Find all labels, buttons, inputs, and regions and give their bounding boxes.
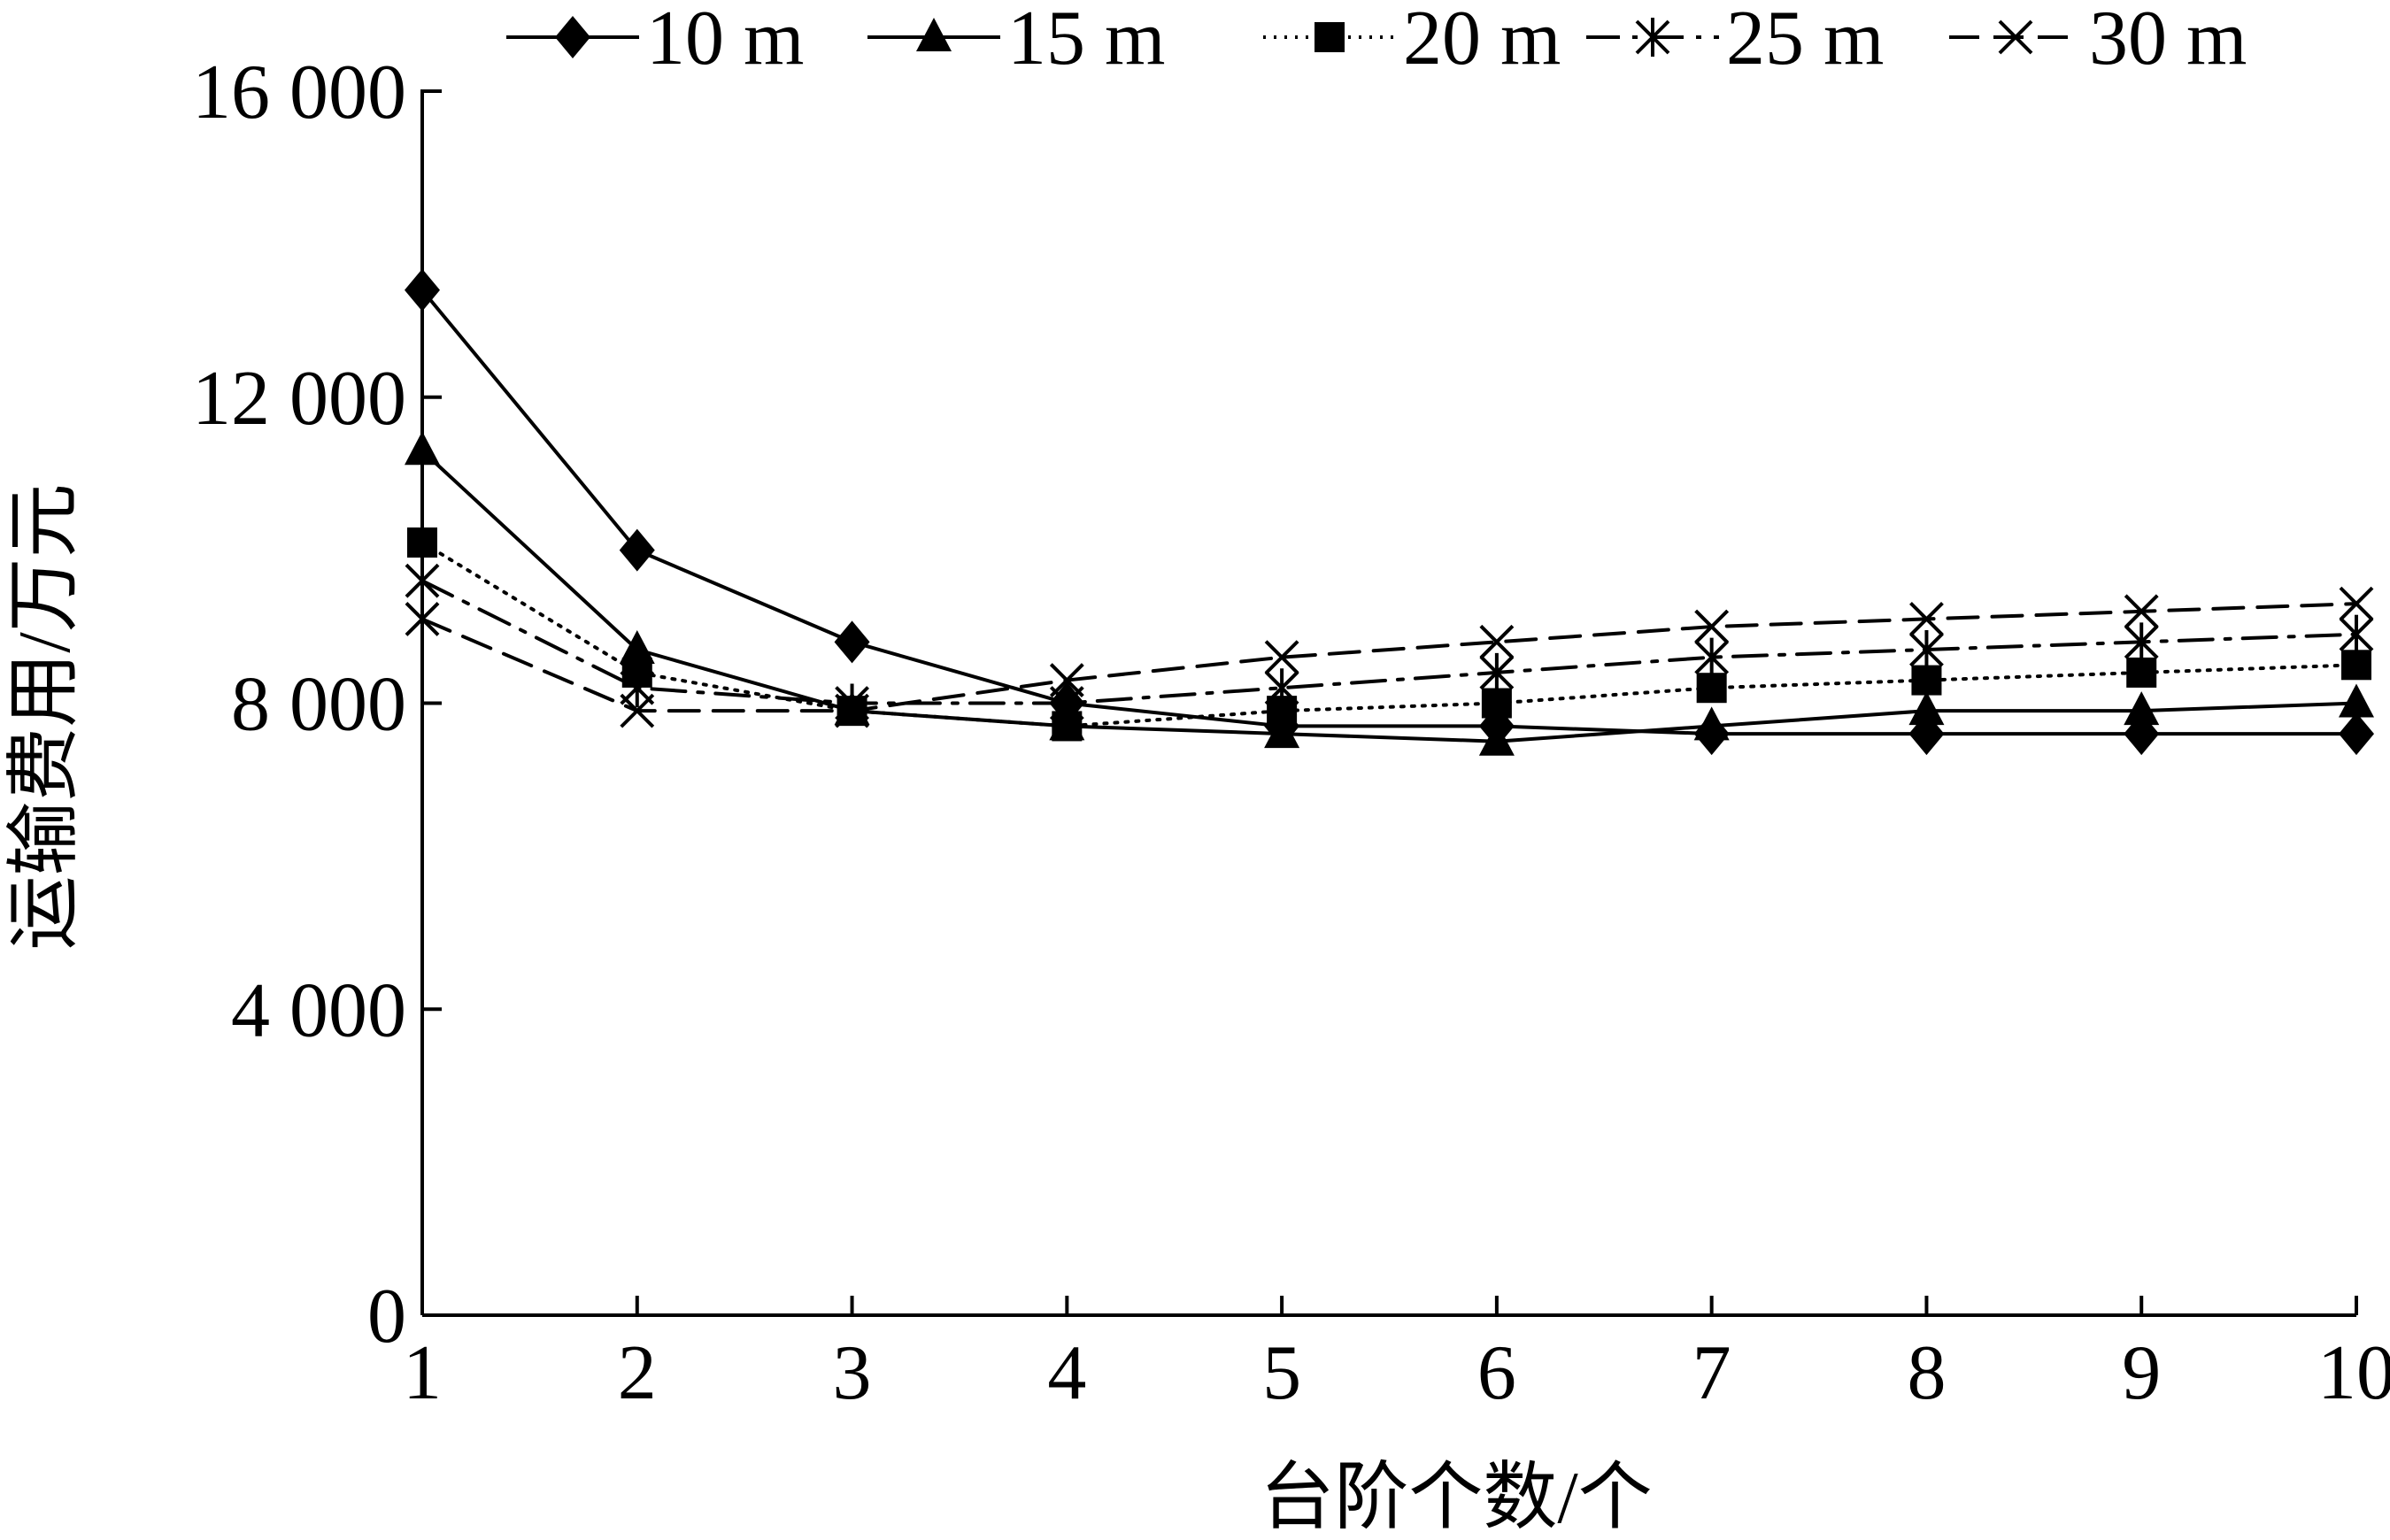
series-5-point xyxy=(2339,586,2374,621)
series-2-point xyxy=(2339,683,2374,718)
x-tick-label: 8 xyxy=(1907,1330,1946,1416)
series-3-point xyxy=(407,527,437,558)
series-2-point xyxy=(1264,714,1300,749)
series-3-point xyxy=(2341,650,2371,681)
series-5-point xyxy=(405,602,440,636)
series-5-point xyxy=(1049,663,1084,697)
legend-marker xyxy=(555,16,590,58)
legend-marker xyxy=(1635,18,1670,57)
y-tick-label: 0 xyxy=(367,1274,406,1359)
series-line-4 xyxy=(420,579,2358,705)
y-tick-label: 4 000 xyxy=(231,967,406,1053)
series-1-point xyxy=(834,620,870,664)
series-2-point xyxy=(1908,691,1945,726)
series-3-point xyxy=(1481,688,1512,719)
x-tick-label: 1 xyxy=(403,1330,442,1416)
series-3-point xyxy=(2126,657,2157,688)
y-tick-label: 8 000 xyxy=(231,662,406,748)
legend-marker xyxy=(1998,19,2033,55)
legend-marker xyxy=(1314,22,1345,52)
series-4-point xyxy=(405,561,440,601)
legend-label: 30 m xyxy=(2089,0,2247,81)
legend-label: 10 m xyxy=(646,0,804,81)
y-axis-label: 运输费用/万元 xyxy=(4,483,86,950)
series-4-point xyxy=(1264,668,1299,708)
series-lines-layer xyxy=(420,288,2358,743)
x-tick-label: 2 xyxy=(618,1330,657,1416)
series-4-point xyxy=(835,683,869,723)
series-4-point xyxy=(2339,614,2374,654)
series-5-point xyxy=(835,693,869,728)
series-4-point xyxy=(1694,637,1730,677)
series-line-2 xyxy=(420,449,2358,743)
x-tick-label: 4 xyxy=(1047,1330,1086,1416)
legend-label: 15 m xyxy=(1007,0,1165,81)
series-2-point xyxy=(405,431,440,466)
x-tick-label: 9 xyxy=(2122,1330,2161,1416)
series-4-point xyxy=(1479,652,1515,692)
x-tick-label: 3 xyxy=(833,1330,872,1416)
series-2-point xyxy=(2124,691,2160,726)
series-1-point xyxy=(2339,712,2374,756)
x-tick-label: 5 xyxy=(1262,1330,1301,1416)
series-5-point xyxy=(1694,609,1730,644)
axes-layer: 0 4 000 8 000 12 000 16 000 1 2 3 4 5 6 7 8 9 10 xyxy=(192,50,2390,1416)
series-1-point xyxy=(619,528,655,572)
series-1-point xyxy=(405,268,440,312)
series-5-point xyxy=(620,693,655,728)
y-tick-label: 12 000 xyxy=(192,356,406,442)
series-5-point xyxy=(1264,640,1299,675)
y-tick-label: 16 000 xyxy=(192,50,406,135)
x-tick-label: 7 xyxy=(1692,1330,1731,1416)
series-markers-layer xyxy=(405,268,2374,756)
series-line-1 xyxy=(420,288,2358,736)
series-line-5 xyxy=(420,602,2358,713)
x-tick-label: 6 xyxy=(1477,1330,1516,1416)
series-4-point xyxy=(2124,622,2159,662)
series-5-point xyxy=(1479,624,1515,659)
x-axis-label: 台阶个数/个 xyxy=(1260,1457,1652,1539)
legend: 10 m 15 m 20 m 25 m 30 m xyxy=(506,0,2247,81)
series-2-point xyxy=(619,629,655,664)
series-2-point xyxy=(1478,721,1515,756)
series-4-point xyxy=(1909,629,1944,669)
series-3-point xyxy=(1911,665,1942,696)
series-2-point xyxy=(1693,706,1730,741)
series-5-point xyxy=(1909,602,1944,636)
x-tick-label: 10 xyxy=(2317,1330,2390,1416)
legend-label: 20 m xyxy=(1403,0,1561,81)
legend-label: 25 m xyxy=(1726,0,1884,81)
series-3-point xyxy=(1696,673,1727,704)
series-line-3 xyxy=(420,540,2358,728)
legend-marker xyxy=(916,18,952,51)
series-5-point xyxy=(2124,594,2159,629)
